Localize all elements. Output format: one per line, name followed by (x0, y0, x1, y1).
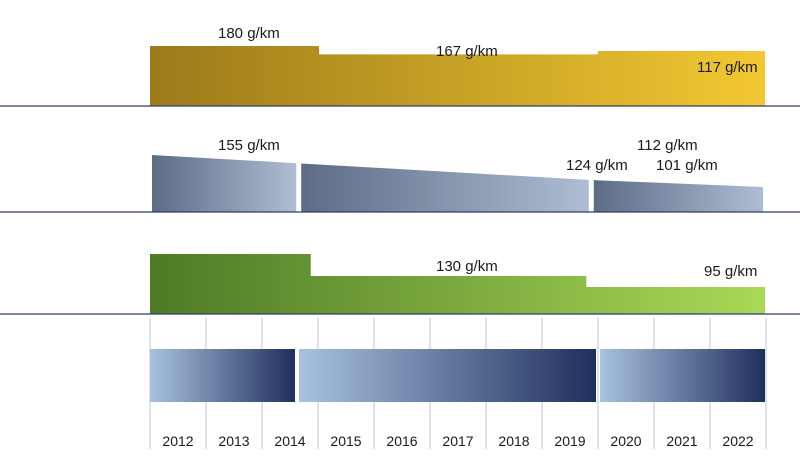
row-3: 130 g/km 95 g/km (0, 254, 800, 315)
year-tick-label: 2020 (610, 433, 641, 449)
year-tick-label: 2013 (218, 433, 249, 449)
row-1-area (150, 46, 765, 106)
row-1-label-1: 180 g/km (218, 25, 280, 42)
year-tick-label: 2017 (442, 433, 473, 449)
year-tick-label: 2014 (274, 433, 305, 449)
row-2-area-segment-1 (152, 155, 297, 212)
year-tick-label: 2018 (498, 433, 529, 449)
year-tick-label: 2016 (386, 433, 417, 449)
timeline-period-bar (150, 349, 295, 402)
year-tick-label: 2022 (722, 433, 753, 449)
row-1: 180 g/km 167 g/km 117 g/km (0, 25, 800, 107)
row-2: 155 g/km 124 g/km 112 g/km 101 g/km (0, 137, 800, 213)
year-tick-label: 2019 (554, 433, 585, 449)
timeline-period-bar (600, 349, 765, 402)
timeline: 2012 2013 2014 2015 2016 2017 2018 2019 2020 2021… (149, 318, 767, 449)
row-2-label-4: 101 g/km (656, 157, 718, 174)
row-2-label-1: 155 g/km (218, 137, 280, 154)
row-2-label-2: 124 g/km (566, 157, 628, 174)
row-1-label-2: 167 g/km (436, 43, 498, 60)
year-tick-label: 2015 (330, 433, 361, 449)
row-2-area-segment-3 (593, 180, 763, 212)
row-2-label-3: 112 g/km (637, 137, 698, 154)
row-3-label-2: 95 g/km (704, 263, 757, 280)
row-2-area-segment-2 (301, 163, 589, 212)
row-3-area (150, 254, 765, 314)
timeline-period-bar (299, 349, 596, 402)
row-3-label-1: 130 g/km (436, 258, 498, 275)
year-tick-label: 2012 (162, 433, 193, 449)
year-tick-label: 2021 (666, 433, 697, 449)
row-1-label-3: 117 g/km (697, 59, 758, 76)
